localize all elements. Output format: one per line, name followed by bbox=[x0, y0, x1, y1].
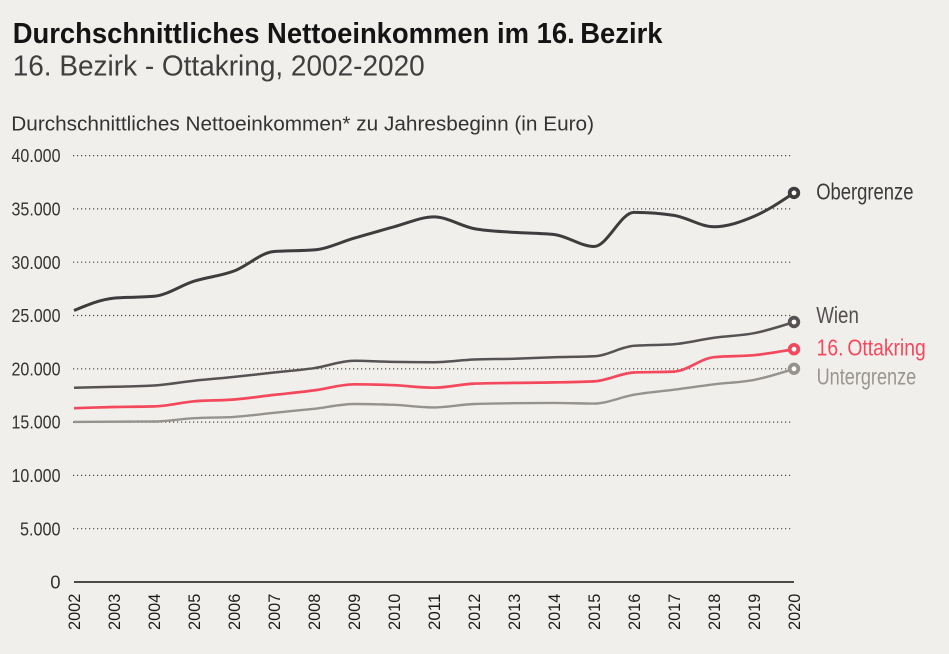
svg-text:Untergrenze: Untergrenze bbox=[817, 363, 917, 389]
svg-text:10.000: 10.000 bbox=[12, 465, 61, 486]
svg-text:Durchschnittliches Nettoeinkom: Durchschnittliches Nettoeinkommen* zu Ja… bbox=[11, 114, 594, 136]
svg-text:0: 0 bbox=[50, 572, 60, 593]
svg-text:2007: 2007 bbox=[266, 594, 284, 630]
svg-text:Obergrenze: Obergrenze bbox=[816, 178, 913, 204]
svg-text:2016: 2016 bbox=[626, 594, 644, 630]
svg-text:2018: 2018 bbox=[706, 594, 724, 630]
svg-text:15.000: 15.000 bbox=[12, 412, 61, 433]
svg-text:Durchschnittliches Nettoeinkom: Durchschnittliches Nettoeinkommen im 16.… bbox=[13, 18, 663, 50]
svg-text:Wien: Wien bbox=[816, 302, 859, 328]
svg-text:2009: 2009 bbox=[346, 594, 364, 630]
svg-text:2010: 2010 bbox=[386, 594, 404, 630]
svg-text:2011: 2011 bbox=[426, 594, 444, 630]
svg-text:2005: 2005 bbox=[186, 594, 204, 630]
svg-text:25.000: 25.000 bbox=[12, 305, 61, 326]
svg-text:2014: 2014 bbox=[546, 594, 564, 630]
svg-text:2015: 2015 bbox=[586, 594, 604, 630]
svg-text:2008: 2008 bbox=[306, 594, 324, 630]
svg-text:16. Bezirk - Ottakring, 2002-2: 16. Bezirk - Ottakring, 2002-2020 bbox=[13, 51, 425, 83]
svg-text:2012: 2012 bbox=[466, 594, 484, 630]
svg-text:16. Ottakring: 16. Ottakring bbox=[817, 335, 926, 361]
svg-text:2006: 2006 bbox=[226, 594, 244, 630]
svg-text:2004: 2004 bbox=[146, 594, 164, 630]
svg-text:5.000: 5.000 bbox=[20, 518, 61, 539]
svg-text:20.000: 20.000 bbox=[12, 358, 61, 379]
svg-text:2017: 2017 bbox=[666, 594, 684, 630]
svg-text:40.000: 40.000 bbox=[12, 145, 61, 166]
svg-text:30.000: 30.000 bbox=[12, 252, 61, 273]
svg-text:2019: 2019 bbox=[746, 594, 764, 630]
svg-text:35.000: 35.000 bbox=[12, 199, 61, 220]
svg-text:2003: 2003 bbox=[106, 594, 124, 630]
svg-text:2013: 2013 bbox=[506, 594, 524, 630]
svg-text:2020: 2020 bbox=[786, 594, 804, 630]
svg-text:2002: 2002 bbox=[66, 594, 84, 630]
